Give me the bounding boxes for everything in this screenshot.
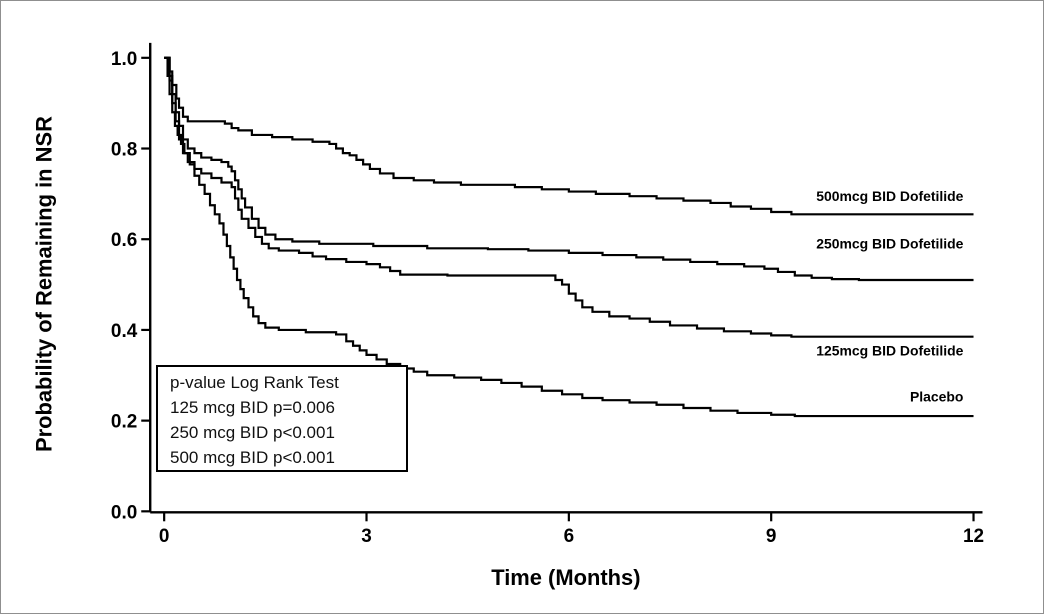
x-axis-title: Time (Months): [491, 565, 640, 590]
x-tick-label: 9: [766, 526, 777, 547]
y-tick-label: 0.8: [111, 139, 137, 160]
p-value-line-250: 250 mcg BID p<0.001: [170, 423, 335, 442]
curve-label-dofetilide-125: 125mcg BID Dofetilide: [816, 342, 963, 358]
p-value-box-title: p-value Log Rank Test: [170, 373, 339, 392]
x-tick-label: 6: [564, 526, 575, 547]
curve-dofetilide-500: [164, 56, 974, 216]
curve-dofetilide-250: [164, 56, 974, 282]
p-value-line-500: 500 mcg BID p<0.001: [170, 448, 335, 467]
survival-curves: 500mcg BID Dofetilide 250mcg BID Dofetili…: [164, 56, 974, 418]
axes: 0 3 6 9 12 0.0 0.2 0.4 0.6 0.8 1.0: [111, 42, 984, 547]
y-tick-label: 1.0: [111, 49, 137, 70]
curve-dofetilide-125: [164, 56, 974, 338]
x-tick-label: 12: [963, 526, 984, 547]
y-tick-label: 0.0: [111, 502, 137, 523]
curve-label-dofetilide-500: 500mcg BID Dofetilide: [816, 188, 963, 204]
curve-label-dofetilide-250: 250mcg BID Dofetilide: [816, 236, 963, 252]
curve-placebo: [164, 56, 974, 418]
y-tick-label: 0.6: [111, 230, 137, 251]
y-tick-label: 0.2: [111, 412, 137, 433]
p-value-box: p-value Log Rank Test 125 mcg BID p=0.00…: [156, 365, 408, 472]
curve-label-placebo: Placebo: [910, 389, 963, 405]
y-tick-label: 0.4: [111, 321, 138, 342]
x-tick-label: 0: [159, 526, 170, 547]
y-axis-title: Probability of Remaining in NSR: [32, 116, 57, 452]
p-value-line-125: 125 mcg BID p=0.006: [170, 398, 335, 417]
x-tick-label: 3: [361, 526, 372, 547]
